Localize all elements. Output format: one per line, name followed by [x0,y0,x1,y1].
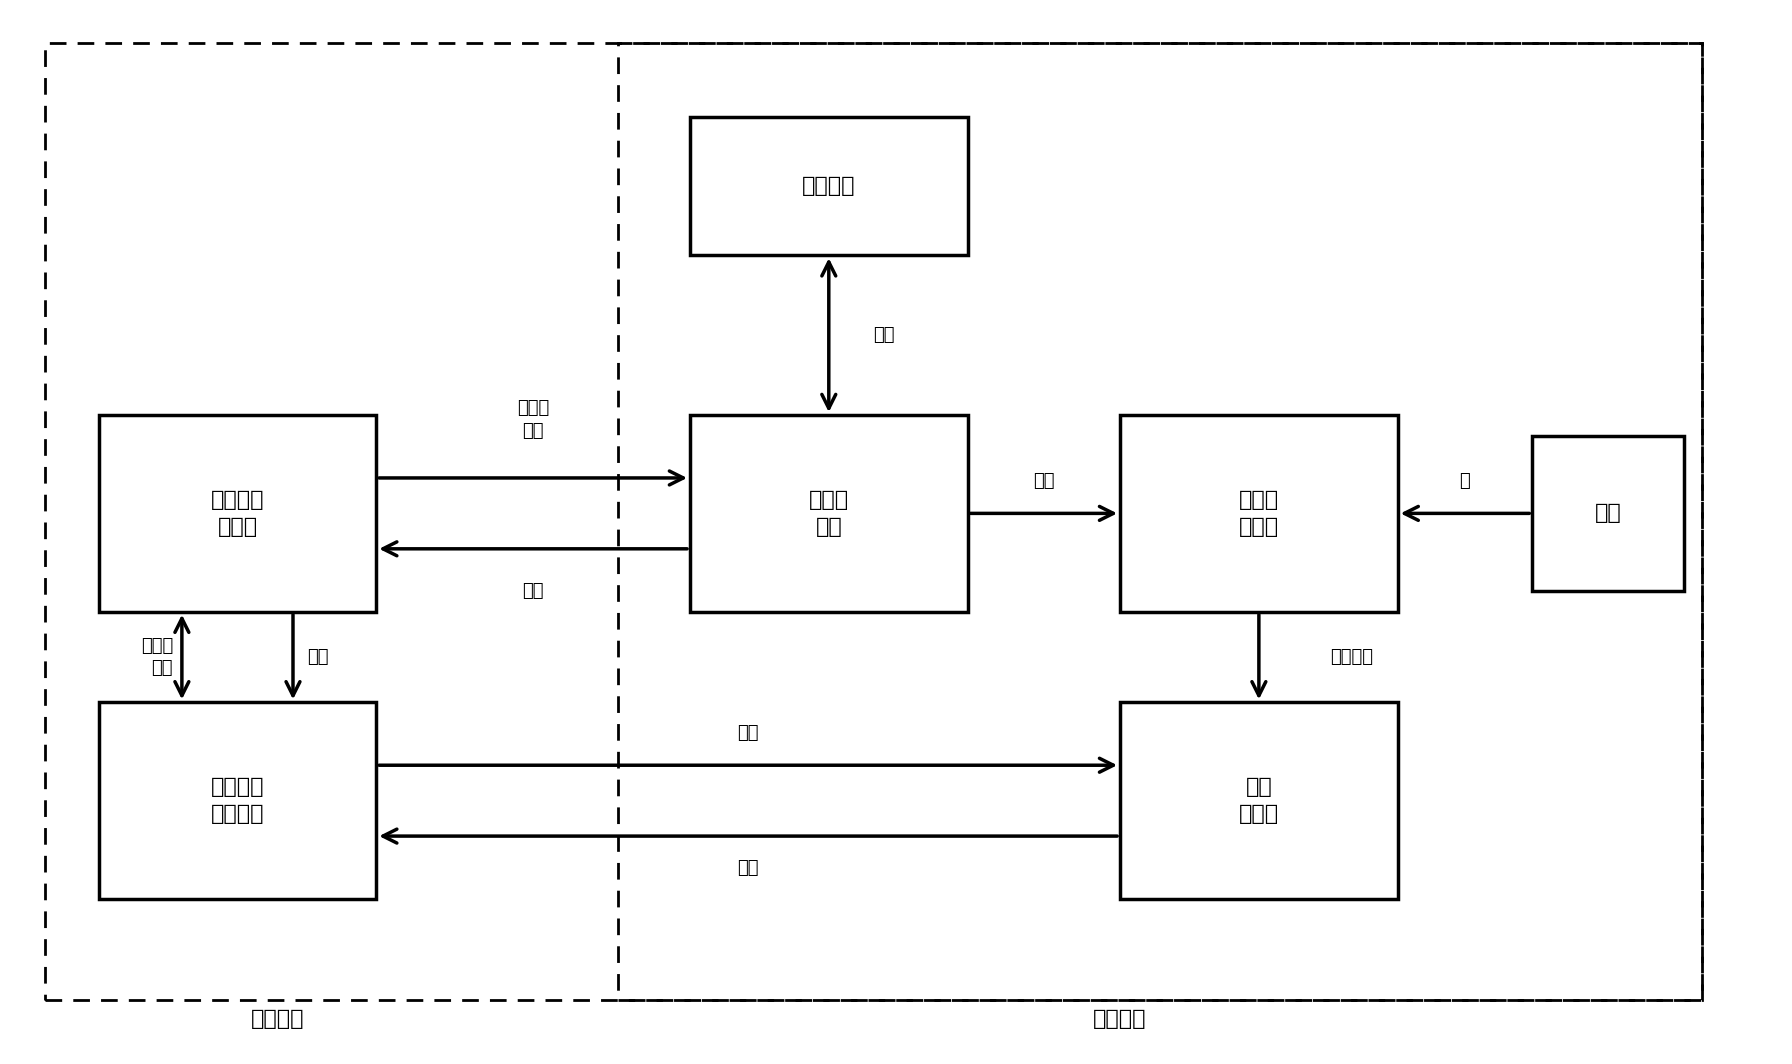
Text: 电脑或主
控制器: 电脑或主 控制器 [211,491,263,536]
Text: 调试平台: 调试平台 [251,1010,305,1029]
Text: 致动器
连镜头: 致动器 连镜头 [1238,491,1279,536]
Text: 图像格式
转换芯片: 图像格式 转换芯片 [211,778,263,824]
Text: 图像: 图像 [738,859,758,877]
Bar [1120,415,1398,612]
Bar [99,415,376,612]
Text: 被拆射光: 被拆射光 [1330,648,1373,666]
Text: 参数及
指令: 参数及 指令 [518,399,548,439]
Text: 状态: 状态 [523,582,543,600]
Text: 相机模组: 相机模组 [1093,1010,1147,1029]
Bar [99,702,376,899]
Text: 参数: 参数 [874,327,894,344]
Text: 控制: 控制 [1034,472,1054,491]
Text: 指令: 指令 [308,648,328,666]
Bar [690,415,968,612]
Bar [618,43,1702,1000]
Text: 目标: 目标 [1595,503,1622,523]
Text: 储存装置: 储存装置 [803,177,855,196]
Bar [1532,436,1684,591]
Bar [690,117,968,255]
Text: 指令: 指令 [738,725,758,743]
Text: 被转换
图像: 被转换 图像 [142,637,172,677]
Text: 致动控
制器: 致动控 制器 [808,491,849,536]
Text: 光: 光 [1460,472,1469,491]
Bar [1120,702,1398,899]
Text: 图像
传感器: 图像 传感器 [1238,778,1279,824]
